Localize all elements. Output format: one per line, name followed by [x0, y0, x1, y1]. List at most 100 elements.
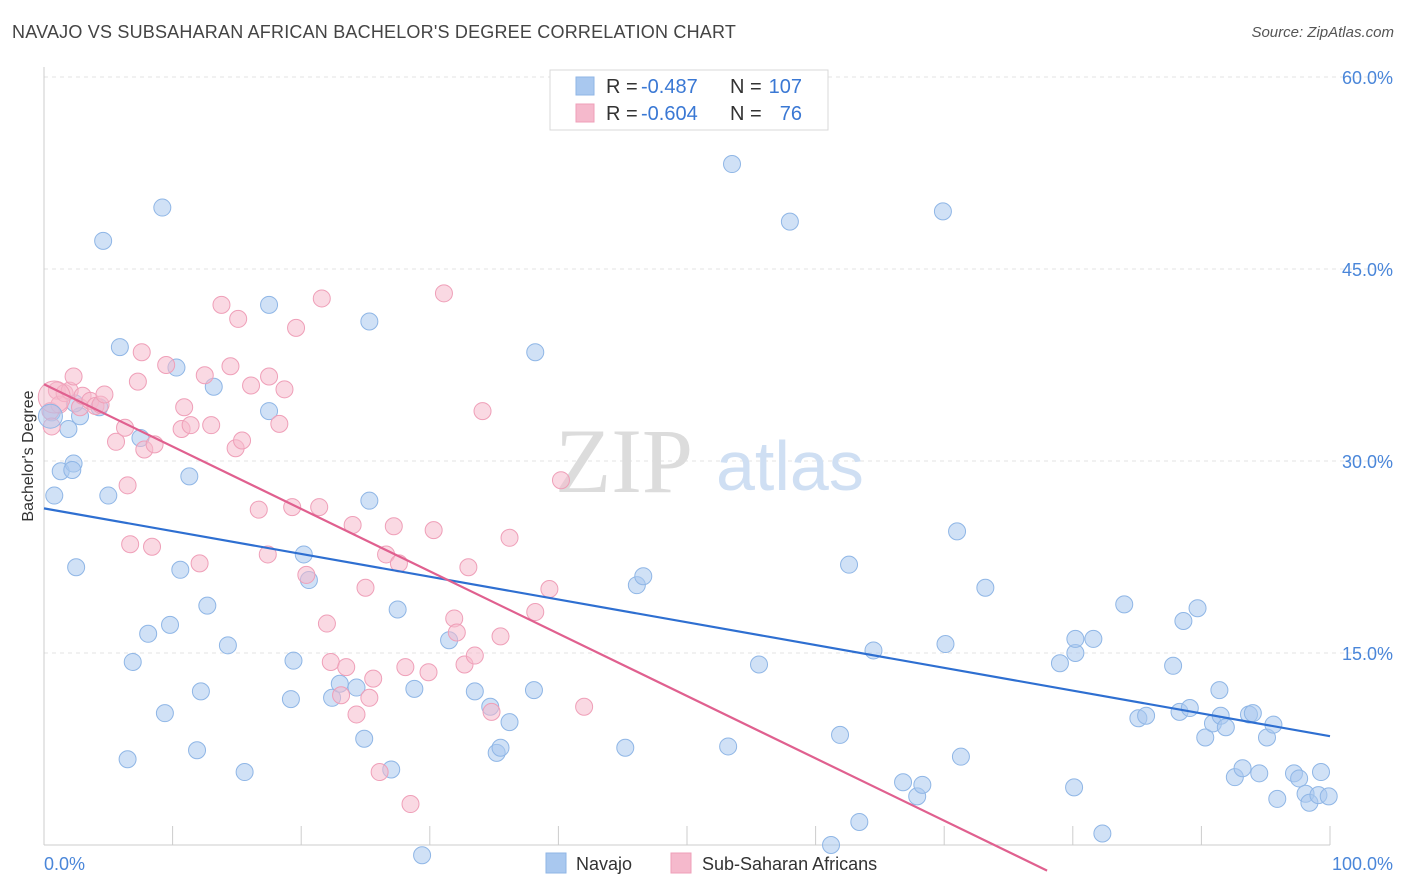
ssa-point: [337, 658, 356, 677]
navajo-point: [1188, 599, 1207, 618]
navajo-point: [1065, 778, 1084, 797]
navajo-point: [500, 713, 519, 732]
navajo-point: [63, 460, 82, 479]
y-tick-label: 15.0%: [1342, 644, 1393, 664]
data-points: [37, 155, 1338, 865]
navajo-point: [180, 467, 199, 486]
navajo-n-value: 107: [769, 76, 802, 98]
ssa-point: [229, 309, 248, 328]
navajo-point: [260, 402, 279, 421]
watermark-zip: ZIP: [555, 410, 693, 512]
ssa-point: [540, 580, 559, 598]
navajo-point: [1311, 763, 1330, 782]
navajo-point: [1050, 654, 1069, 673]
navajo-point: [1180, 699, 1199, 718]
ssa-point: [384, 517, 403, 536]
navajo-point: [355, 729, 374, 748]
ssa-point: [157, 356, 176, 374]
navajo-point: [360, 312, 379, 331]
x-tick-label: 100.0%: [1332, 854, 1393, 874]
ssa-point: [332, 686, 351, 705]
legend-ssa-swatch: [670, 852, 692, 874]
navajo-point: [526, 343, 545, 362]
ssa-point: [434, 284, 453, 303]
navajo-point: [491, 738, 510, 757]
ssa-point: [575, 697, 594, 716]
ssa-point: [258, 545, 277, 564]
legend-ssa-label: Sub-Saharan Africans: [702, 854, 877, 874]
watermark-atlas: atlas: [716, 427, 864, 505]
ssa-point: [526, 603, 545, 622]
stats-legend: R = -0.487 N = 107 R = -0.604 N = 76: [549, 69, 829, 131]
navajo-point: [284, 651, 303, 670]
ssa-trend-line: [43, 383, 1048, 872]
ssa-point: [287, 318, 306, 337]
navajo-point: [1174, 612, 1193, 630]
ssa-n-value: 76: [780, 103, 802, 125]
ssa-point: [221, 357, 240, 376]
navajo-point: [1250, 764, 1269, 783]
navajo-point: [1115, 595, 1134, 614]
ssa-point: [270, 414, 289, 433]
navajo-point: [99, 486, 118, 505]
navajo-swatch: [575, 76, 595, 96]
navajo-point: [198, 596, 217, 615]
ssa-point: [95, 385, 114, 404]
y-tick-label: 30.0%: [1342, 452, 1393, 472]
navajo-point: [235, 763, 254, 782]
ssa-point: [317, 614, 336, 633]
ssa-point: [459, 558, 478, 577]
ssa-point: [107, 432, 126, 451]
navajo-point: [281, 690, 300, 709]
ssa-point: [190, 554, 209, 573]
navajo-point: [413, 846, 432, 865]
y-axis-label: Bachelor's Degree: [20, 390, 37, 521]
navajo-point: [59, 420, 78, 438]
navajo-point: [188, 741, 207, 760]
legend-navajo-swatch: [545, 852, 567, 874]
source-label: Source: ZipAtlas.com: [1251, 24, 1394, 41]
ssa-point: [132, 343, 151, 362]
ssa-point: [202, 416, 221, 435]
navajo-point: [347, 678, 366, 697]
navajo-r-label: R =: [606, 76, 638, 98]
ssa-point: [118, 476, 137, 495]
ssa-point: [143, 537, 162, 556]
ssa-point: [195, 366, 214, 385]
ssa-point: [310, 498, 329, 517]
ssa-point: [64, 367, 83, 386]
ssa-point: [551, 471, 570, 490]
ssa-point: [491, 627, 510, 646]
ssa-point: [128, 372, 147, 391]
axes: [43, 67, 1331, 846]
ssa-point: [424, 521, 443, 540]
navajo-point: [360, 491, 379, 510]
ssa-point: [370, 763, 389, 782]
navajo-point: [750, 655, 769, 674]
navajo-point: [840, 555, 859, 574]
navajo-point: [1319, 787, 1338, 806]
ssa-point: [356, 578, 375, 597]
navajo-point: [1216, 718, 1235, 737]
ssa-point: [121, 535, 140, 554]
navajo-point: [1233, 759, 1252, 778]
y-tick-label: 45.0%: [1342, 260, 1393, 280]
y-tick-label: 60.0%: [1342, 68, 1393, 88]
navajo-point: [913, 775, 932, 794]
ssa-point: [360, 688, 379, 707]
ssa-point: [249, 500, 268, 519]
navajo-point: [822, 836, 841, 854]
ssa-point: [212, 295, 231, 314]
ssa-point: [347, 705, 366, 724]
navajo-point: [67, 558, 86, 577]
navajo-point: [933, 202, 952, 221]
ssa-point: [233, 431, 252, 450]
navajo-point: [780, 212, 799, 231]
grid-lines: [44, 76, 1393, 654]
ssa-point: [401, 795, 420, 814]
navajo-point: [719, 737, 738, 756]
ssa-swatch: [575, 103, 595, 123]
navajo-point: [1066, 629, 1085, 648]
navajo-point: [616, 738, 635, 757]
